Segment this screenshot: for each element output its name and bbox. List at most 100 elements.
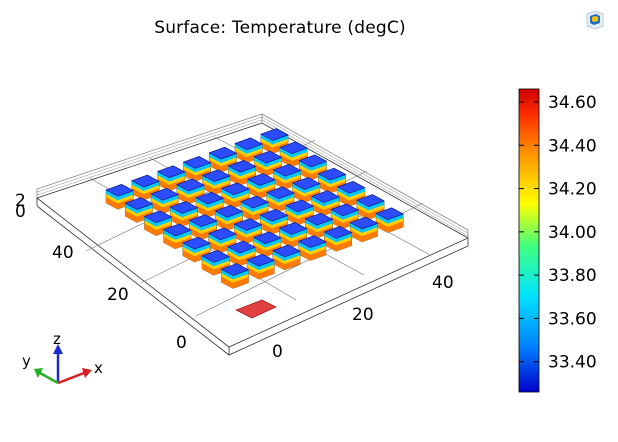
chip-leg-band (157, 171, 185, 182)
chip-leg-band (183, 162, 211, 173)
chip-leg-band (305, 225, 333, 239)
chip-leg-band (189, 220, 217, 231)
chip-leg-band (350, 229, 378, 242)
colorbar-tick-label: 33.80 (548, 266, 597, 286)
chip-leg-band (272, 250, 301, 261)
chip-top (221, 182, 250, 196)
chip-leg-band (356, 200, 385, 211)
x-tick-label: 20 (352, 305, 374, 325)
chip-top (272, 244, 301, 258)
chip-leg-band (125, 210, 153, 223)
chip-leg-band (209, 152, 237, 163)
chip-top (375, 207, 404, 221)
chip-top (240, 195, 269, 209)
chip-top (220, 263, 249, 276)
chip-leg-band (260, 141, 289, 154)
chip-leg-band (182, 242, 211, 253)
chip-leg-band (299, 160, 327, 171)
chip-top (247, 173, 276, 186)
chip-leg-band (189, 227, 217, 240)
chip-top (183, 156, 212, 169)
colorbar-tick-label: 34.60 (548, 93, 597, 113)
chip-top (349, 216, 378, 230)
chip-top (105, 184, 134, 197)
chip-leg-band (151, 193, 179, 205)
heat-sink-array (105, 128, 404, 289)
chip-leg-band (318, 180, 346, 194)
chip-leg-band (337, 194, 365, 207)
chip-leg-band (280, 154, 308, 167)
base-pad (235, 299, 277, 319)
chip-leg-band (221, 188, 250, 199)
chip-top (208, 227, 237, 241)
chip-top (318, 167, 347, 181)
chip-leg-band (106, 197, 134, 210)
chip-leg-band (260, 134, 289, 145)
chip-leg-band (305, 218, 333, 229)
chip-top (298, 154, 327, 168)
chip-leg-band (227, 246, 256, 257)
chip-top (227, 240, 256, 254)
chip-leg-band (292, 183, 320, 194)
chip-leg-band (260, 222, 288, 235)
chip-top (195, 191, 224, 205)
chip-leg-band (227, 253, 256, 266)
chip-leg-band (196, 204, 224, 218)
chip-top (176, 178, 205, 192)
chip-leg-band (202, 263, 230, 276)
chip-leg-band (298, 241, 326, 252)
chip-leg-band (253, 244, 281, 257)
chip-leg-band (273, 177, 301, 190)
chip-leg-band (241, 201, 269, 212)
chip-leg-band (272, 257, 301, 270)
chip-leg-band (376, 220, 404, 233)
chip-leg-band (170, 214, 198, 227)
chip-leg-band (356, 207, 385, 220)
chip-leg-band (247, 179, 275, 190)
chip-leg-band (280, 147, 308, 158)
triad-y-label: y (22, 352, 31, 370)
chip-leg-band (215, 211, 243, 222)
chip-top (182, 236, 211, 250)
chip-leg-band (273, 169, 301, 181)
chip-leg-band (279, 235, 307, 248)
chip-top (253, 231, 282, 245)
chip-leg-band (311, 203, 340, 216)
chip-top (234, 218, 263, 231)
comsol-logo-icon (586, 10, 604, 30)
chip-leg-band (266, 199, 295, 212)
chip-top (337, 181, 366, 194)
chip-leg-band (182, 249, 211, 263)
chip-top (292, 177, 321, 190)
chip-top (214, 205, 243, 218)
chip-top (157, 165, 186, 179)
chip-top (260, 128, 289, 141)
chip-top (311, 190, 340, 203)
z-tick-label: 0 (15, 202, 26, 222)
x-tick-label: 0 (272, 342, 283, 362)
plot-title: Surface: Temperature (degC) (154, 18, 406, 38)
chip-leg-band (260, 214, 288, 226)
colorbar-tick-label: 34.00 (548, 223, 597, 243)
chip-leg-band (144, 216, 172, 227)
chip-top (298, 235, 327, 248)
triad-x-label: x (94, 359, 103, 377)
chip-leg-band (318, 173, 346, 184)
chip-leg-band (202, 175, 230, 186)
chip-leg-band (331, 209, 359, 220)
chip-leg-band (286, 212, 314, 225)
chip-top (201, 250, 230, 263)
chip-top (234, 137, 263, 151)
colorbar-gradient (518, 88, 540, 393)
chip-leg-band (376, 213, 404, 224)
chip-leg-band (279, 228, 307, 239)
chip-leg-band (157, 178, 185, 191)
chip-leg-band (106, 190, 134, 201)
chip-leg-band (299, 167, 327, 180)
chip-top (259, 208, 288, 222)
chip-leg-band (163, 236, 191, 249)
chip-leg-band (209, 159, 237, 173)
chip-leg-band (163, 229, 191, 240)
